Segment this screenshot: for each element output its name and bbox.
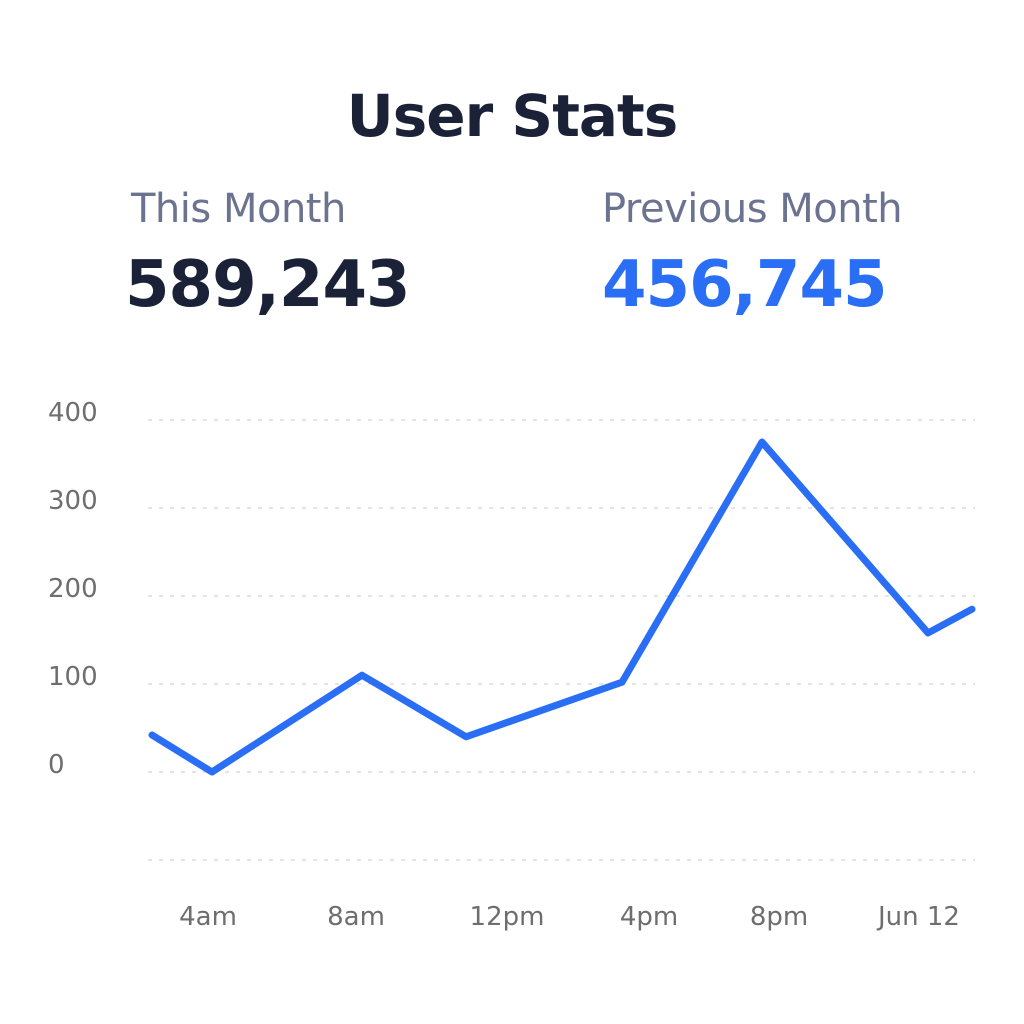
data-point [621,681,623,683]
y-tick-label: 100 [48,662,98,692]
data-point [927,632,929,634]
data-point [361,674,363,676]
y-tick-label: 200 [48,574,98,604]
data-point [465,736,467,738]
data-point [761,441,763,443]
x-tick-label: 4am [179,902,237,932]
chart-title: User Stats [346,82,679,150]
data-point [151,734,153,736]
this-month-label: This Month [131,186,346,232]
y-axis: 400 300 200 100 0 [48,398,98,780]
this-month-value: 589,243 [125,248,410,322]
previous-month-value: 456,745 [602,248,887,322]
x-tick-label: 4pm [620,902,678,932]
x-tick-label: 8am [327,902,385,932]
y-tick-label: 400 [48,398,98,428]
series-group [148,438,976,776]
x-tick-label: 8pm [750,902,808,932]
data-point [211,771,213,773]
previous-month-label: Previous Month [602,186,903,232]
y-tick-label: 0 [48,750,65,780]
x-tick-label: 12pm [470,902,545,932]
series-line [148,438,976,776]
x-axis: 4am 8am 12pm 4pm 8pm Jun 12 [179,902,960,932]
y-tick-label: 300 [48,486,98,516]
grid-lines [148,419,975,861]
x-tick-label: Jun 12 [876,902,960,932]
data-point [971,608,973,610]
